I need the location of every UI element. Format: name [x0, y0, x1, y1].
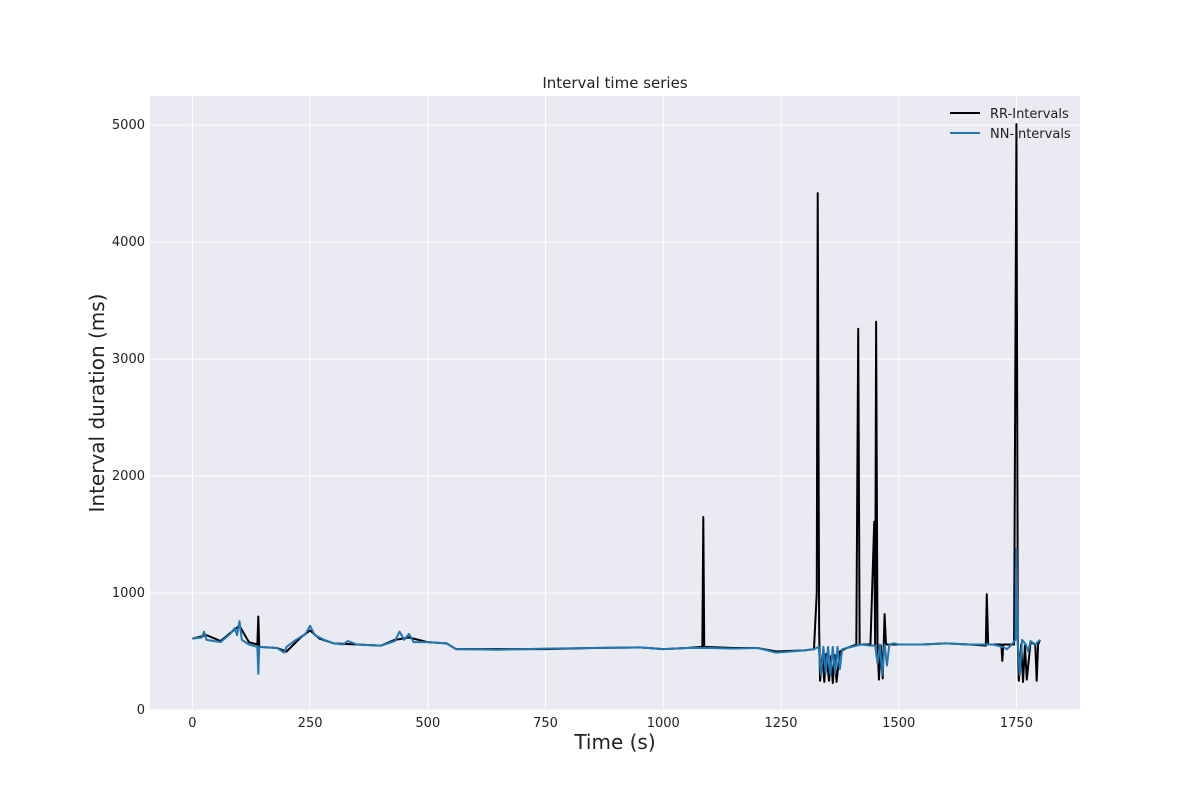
- y-tick-label: 4000: [112, 235, 145, 250]
- x-tick-label: 0: [188, 716, 196, 731]
- y-tick-label: 0: [137, 703, 145, 718]
- y-tick-label: 5000: [112, 118, 145, 133]
- grid: [150, 96, 1080, 711]
- y-axis-label: Interval duration (ms): [85, 294, 109, 513]
- chart-title: Interval time series: [542, 74, 687, 92]
- ticks: 0 250 500 750 1000 1250 1500 1750 0 1000 2000 3000 4…: [112, 118, 1033, 731]
- legend-label-rr: RR-Intervals: [990, 107, 1069, 122]
- x-tick-label: 750: [533, 716, 558, 731]
- x-axis-label: Time (s): [573, 730, 655, 754]
- legend: RR-Intervals NN-Intervals: [950, 107, 1071, 142]
- series-line-nn-intervals: [192, 547, 1041, 676]
- series-layer: [192, 123, 1041, 685]
- legend-label-nn: NN-Intervals: [990, 127, 1071, 142]
- x-tick-label: 1750: [1000, 716, 1033, 731]
- x-tick-label: 1000: [647, 716, 680, 731]
- plot-background: [150, 96, 1080, 710]
- x-tick-label: 1500: [882, 716, 915, 731]
- x-tick-label: 1250: [764, 716, 797, 731]
- x-tick-label: 500: [415, 716, 440, 731]
- y-tick-label: 2000: [112, 469, 145, 484]
- x-tick-label: 250: [298, 716, 323, 731]
- y-tick-label: 3000: [112, 352, 145, 367]
- y-tick-label: 1000: [112, 586, 145, 601]
